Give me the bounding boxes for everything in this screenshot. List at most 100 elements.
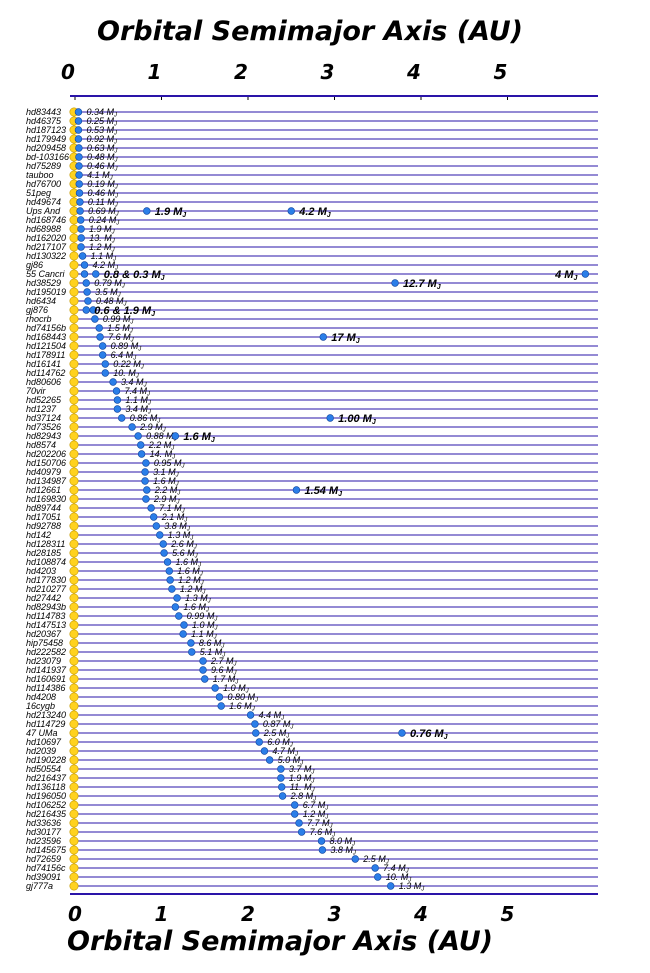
host-star-dot [69, 521, 79, 531]
planet-mass-label: 1.3 MJ [399, 881, 426, 893]
planet-point [199, 657, 207, 665]
star-name-label: hd27442 [26, 593, 61, 603]
system-row: hd134987 1.6 MJ [26, 476, 598, 488]
system-row: hd141937 9.6 MJ [26, 665, 598, 677]
planet-mass-label: 1.6 MJ [177, 566, 204, 578]
system-row: gj876 0.6 & 1.9 MJ [26, 305, 598, 318]
planet-mass-label: 2.2 MJ [148, 440, 176, 452]
planet-mass-label: 0.80 MJ [227, 692, 259, 704]
system-row: hd73526 2.9 MJ [26, 422, 598, 434]
host-star-dot [69, 836, 79, 846]
planet-point [581, 270, 590, 278]
planet-point [166, 576, 174, 584]
planet-point [291, 801, 299, 809]
planet-mass-label: 0.11 MJ [88, 197, 119, 209]
planet-point [156, 531, 164, 539]
host-star-dot [69, 881, 79, 891]
system-rows: hd83443 0.34 MJ hd46375 0.25 MJ hd187123 0.53… [26, 107, 598, 893]
planet-mass-label: 0.89 MJ [111, 341, 143, 353]
planet-mass-label: 1.3 MJ [185, 593, 212, 605]
planet-point [318, 846, 327, 854]
planet-mass-label: 11. MJ [290, 782, 316, 794]
system-row: Ups And 0.69 MJ 1.9 MJ 4.2 MJ [26, 206, 598, 219]
system-row: hd150706 0.95 MJ [26, 458, 598, 470]
top-tick-label: 3 [321, 60, 335, 84]
star-name-label: hd160691 [26, 674, 66, 684]
planet-point [75, 144, 83, 152]
planet-point [76, 207, 84, 215]
planet-mass-label: 0.48 MJ [87, 152, 119, 164]
bottom-tick-label: 1 [155, 902, 169, 926]
host-star-dot [69, 296, 79, 306]
star-name-label: hd134987 [26, 476, 67, 486]
host-star-dot [69, 629, 79, 639]
star-name-label: 16cygb [26, 701, 55, 711]
planet-mass-label: 1.0 MJ [192, 620, 219, 632]
system-row: hd160691 1.7 MJ [26, 674, 598, 686]
host-star-dot [69, 719, 79, 729]
host-star-dot [69, 575, 79, 585]
planet-point [387, 882, 395, 890]
host-star-dot [69, 638, 79, 648]
system-row: hd121504 0.89 MJ [26, 341, 598, 353]
host-star-dot [69, 440, 79, 450]
system-row: hd10697 6.0 MJ [26, 737, 598, 749]
star-name-label: hd114729 [26, 719, 65, 729]
planet-point [77, 234, 85, 242]
planet-mass-label: 4.2 MJ [298, 206, 332, 219]
star-name-label: hd114783 [26, 611, 65, 621]
host-star-dot [69, 512, 79, 522]
planet-point [171, 432, 180, 440]
planet-mass-label: 1.6 MJ [183, 602, 210, 614]
planet-mass-label: 0.95 MJ [154, 458, 186, 470]
planet-mass-label: 1.3 MJ [168, 530, 195, 542]
planet-point [77, 216, 85, 224]
planet-mass-label: 7.6 MJ [310, 827, 337, 839]
top-tick-label: 0 [61, 60, 75, 84]
host-star-dot [69, 620, 79, 630]
host-star-dot [69, 449, 79, 459]
system-row: 16cygb 1.6 MJ [26, 701, 598, 713]
system-row: hd106252 6.7 MJ [26, 800, 598, 812]
planet-mass-label: 2.7 MJ [210, 656, 238, 668]
host-star-dot [69, 611, 79, 621]
star-name-label: hd12661 [26, 485, 61, 495]
planet-mass-label: 0.25 MJ [86, 116, 118, 128]
system-row: hd162020 13. MJ [26, 233, 598, 245]
host-star-dot [69, 764, 79, 774]
star-name-label: hd39091 [26, 872, 61, 882]
host-star-dot [69, 710, 79, 720]
planet-point [292, 486, 301, 494]
host-star-dot [69, 557, 79, 567]
planet-point [75, 153, 83, 161]
system-row: hd136118 11. MJ [26, 782, 598, 794]
planet-point [150, 513, 158, 521]
planet-mass-label: 2.2 MJ [154, 485, 182, 497]
host-star-dot [69, 413, 79, 423]
planet-point [92, 270, 100, 278]
planet-mass-label: 1.7 MJ [213, 674, 240, 686]
planet-mass-label: 1.1 MJ [191, 629, 218, 641]
star-name-label: 51peg [26, 188, 51, 198]
planet-mass-label: 1.2 MJ [303, 809, 330, 821]
planet-mass-label: 0.87 MJ [263, 719, 295, 731]
host-star-dot [69, 818, 79, 828]
host-star-dot [69, 746, 79, 756]
planet-mass-label: 4.1 MJ [87, 170, 114, 182]
system-row: bd-103166 0.48 MJ [26, 152, 598, 164]
star-name-label: hd30177 [26, 827, 62, 837]
planet-point [101, 360, 109, 368]
star-name-label: hd4208 [26, 692, 56, 702]
system-row: hd169830 2.9 MJ [26, 494, 598, 506]
host-star-dot [69, 485, 79, 495]
host-star-dot [69, 350, 79, 360]
host-star-dot [69, 278, 79, 288]
system-row: hd23596 8.0 MJ [26, 836, 598, 848]
planet-mass-label: 5.0 MJ [278, 755, 305, 767]
star-name-label: hd28185 [26, 548, 62, 558]
planet-point [76, 198, 84, 206]
star-name-label: hd80606 [26, 377, 61, 387]
system-row: hd179949 0.92 MJ [26, 134, 598, 146]
planet-point [374, 873, 382, 881]
